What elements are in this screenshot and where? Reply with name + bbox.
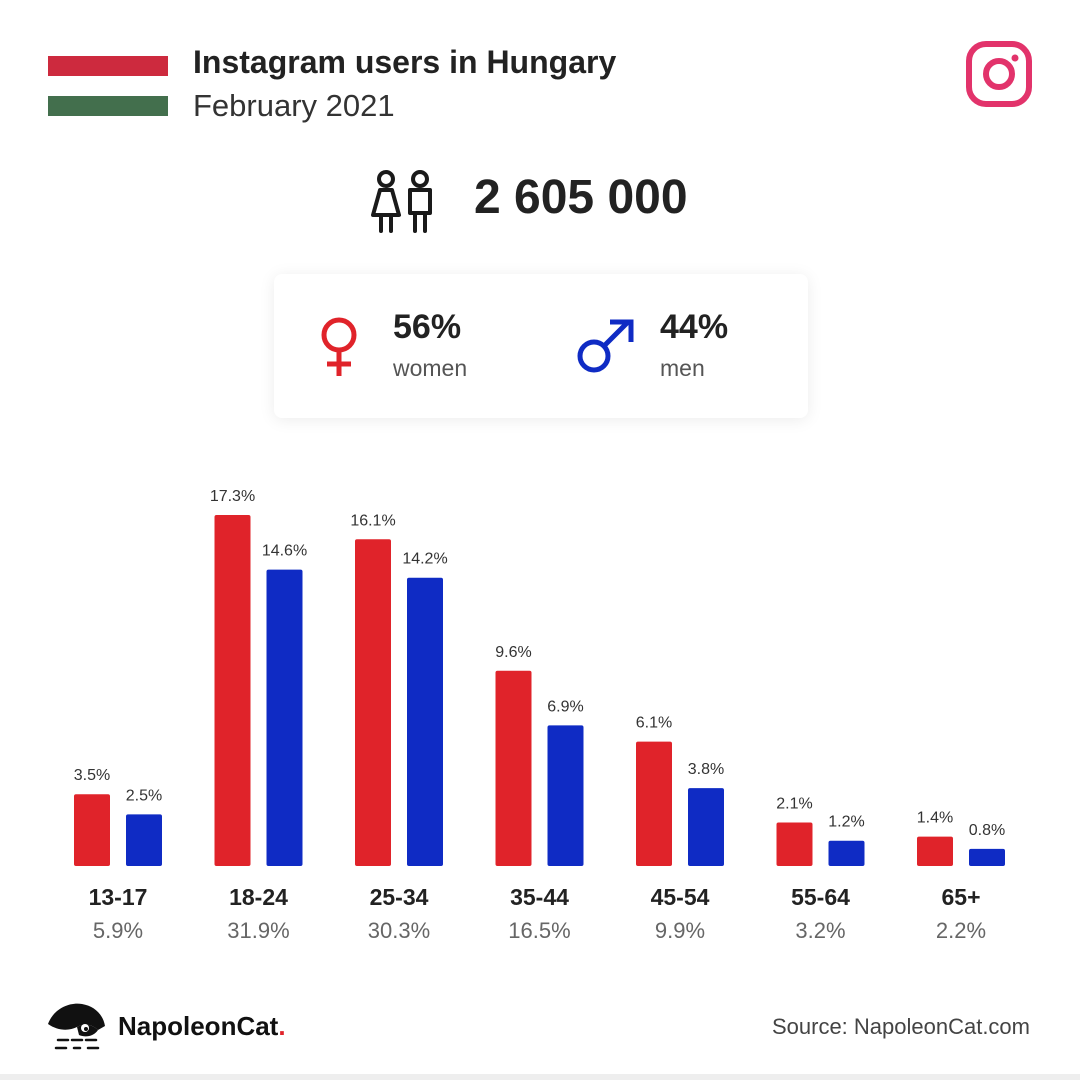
- women-label: women: [393, 355, 468, 381]
- bottom-bar: [0, 1074, 1080, 1080]
- age-group-label: 65+: [941, 884, 981, 910]
- age-gender-bar-chart: 3.5% 2.5% 17.3% 14.6% 16.1% 14.2% 9.6% 6.9% 6.1%…: [74, 488, 1005, 866]
- flag-stripe-white: [48, 76, 168, 96]
- female-symbol-icon: [321, 317, 357, 376]
- data-label-women-55-64: 2.1%: [776, 796, 812, 813]
- bar-women-13-17: [74, 794, 110, 866]
- data-label-women-18-24: 17.3%: [210, 488, 255, 505]
- age-group-total: 16.5%: [508, 918, 571, 943]
- male-symbol-icon: [577, 319, 634, 373]
- bar-women-45-54: [636, 741, 672, 866]
- age-group-label: 55-64: [791, 884, 850, 910]
- age-group-total: 30.3%: [367, 918, 431, 943]
- brand-name: NapoleonCat: [118, 1011, 279, 1041]
- brand-dot: .: [278, 1011, 286, 1041]
- data-label-men-25-34: 14.2%: [402, 551, 447, 568]
- data-label-women-35-44: 9.6%: [495, 644, 531, 661]
- bar-women-25-34: [355, 539, 391, 866]
- bar-men-25-34: [407, 577, 443, 866]
- bar-women-18-24: [214, 515, 251, 866]
- gender-breakdown-card: 56% women 44% men: [274, 274, 808, 418]
- age-group-label: 35-44: [510, 884, 569, 910]
- men-label: men: [660, 355, 705, 381]
- data-label-women-25-34: 16.1%: [350, 512, 395, 529]
- total-users: 2 605 000: [474, 171, 688, 224]
- age-group-total: 31.9%: [227, 918, 290, 943]
- hungary-flag: [48, 56, 168, 116]
- instagram-icon: [966, 41, 1032, 107]
- bar-men-65+: [969, 848, 1005, 866]
- data-label-men-55-64: 1.2%: [828, 814, 864, 831]
- bar-women-55-64: [776, 822, 813, 866]
- data-label-men-45-54: 3.8%: [688, 761, 724, 778]
- flag-stripe-red: [48, 56, 168, 76]
- women-percentage: 56%: [393, 308, 462, 346]
- bar-men-13-17: [126, 814, 162, 866]
- men-percentage: 44%: [660, 308, 729, 346]
- age-group-label: 25-34: [369, 884, 429, 910]
- data-label-men-13-17: 2.5%: [126, 787, 162, 804]
- page-title: Instagram users in Hungary: [193, 44, 617, 80]
- data-label-women-65+: 1.4%: [917, 810, 953, 827]
- napoleoncat-brand: NapoleonCat.: [118, 1011, 286, 1042]
- bar-men-45-54: [688, 788, 724, 866]
- age-group-label: 18-24: [229, 884, 288, 910]
- data-label-men-18-24: 14.6%: [262, 543, 307, 560]
- bar-men-18-24: [266, 569, 303, 866]
- data-label-women-13-17: 3.5%: [74, 767, 110, 784]
- age-group-total: 9.9%: [654, 918, 706, 943]
- bar-women-35-44: [495, 670, 532, 866]
- age-group-label: 13-17: [88, 884, 148, 910]
- napoleoncat-logo: [48, 1003, 105, 1050]
- age-group-total: 3.2%: [795, 918, 846, 943]
- people-icon: [371, 170, 432, 233]
- bar-men-55-64: [828, 840, 865, 866]
- page-subtitle: February 2021: [193, 88, 395, 123]
- age-group-total: 5.9%: [92, 918, 144, 943]
- data-label-men-35-44: 6.9%: [547, 698, 583, 715]
- bar-women-65+: [917, 836, 953, 866]
- age-group-label: 45-54: [650, 884, 710, 910]
- data-label-men-65+: 0.8%: [969, 822, 1005, 839]
- age-group-total: 2.2%: [935, 918, 987, 943]
- data-label-women-45-54: 6.1%: [636, 715, 672, 732]
- bar-men-35-44: [547, 725, 584, 866]
- source-note: Source: NapoleonCat.com: [771, 1014, 1030, 1039]
- flag-stripe-green: [48, 96, 168, 116]
